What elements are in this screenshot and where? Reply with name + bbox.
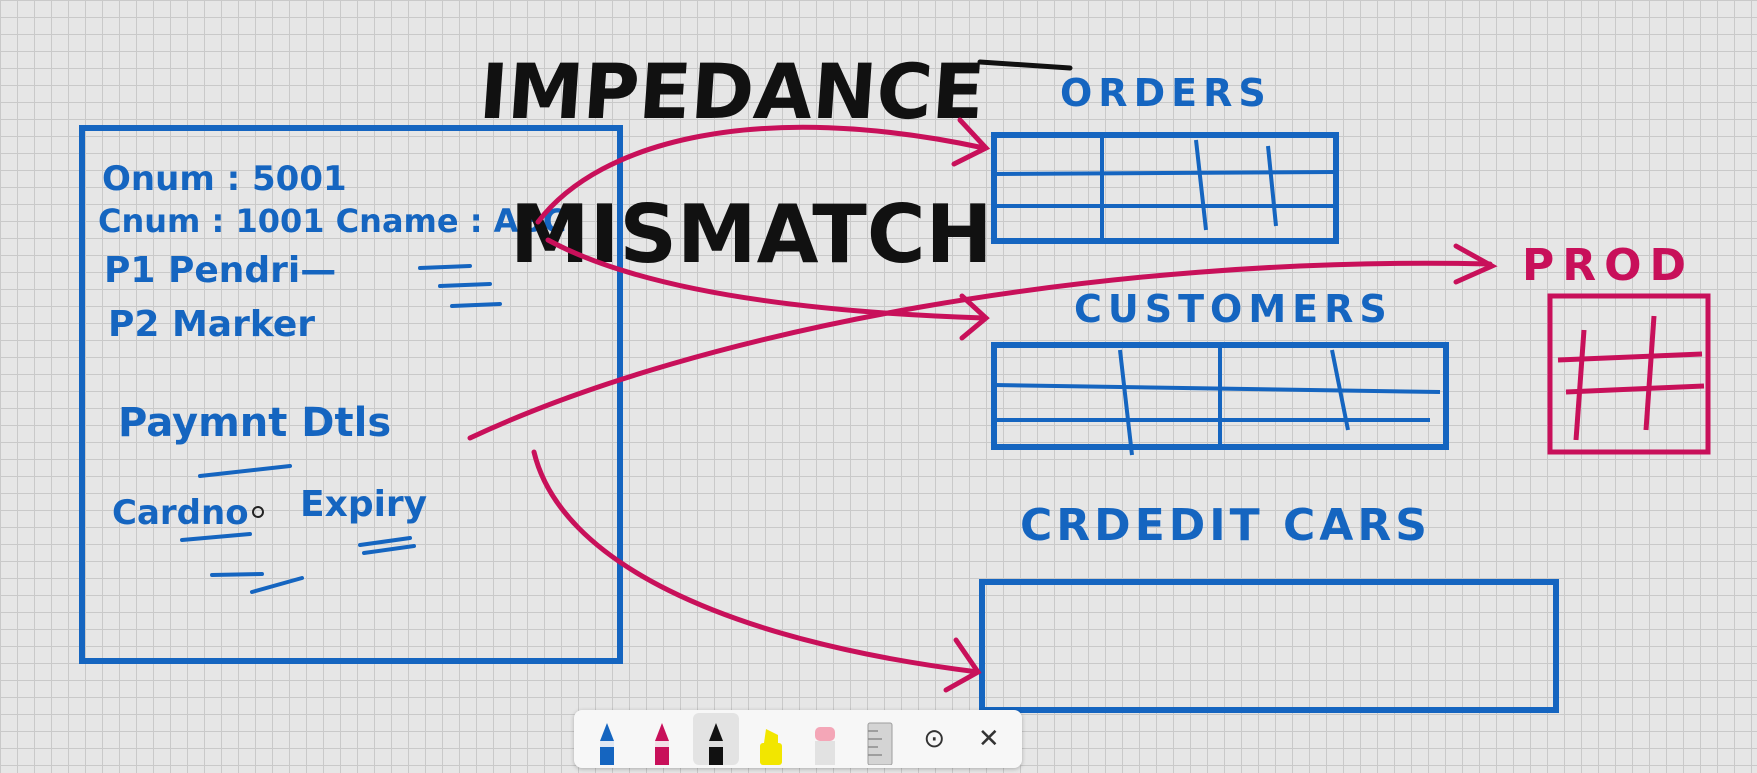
eraser-tool[interactable]	[802, 713, 848, 765]
black-pen-icon	[709, 723, 724, 765]
mapping-arrows	[467, 117, 1498, 693]
customers-table	[991, 342, 1449, 456]
magenta-pen-tool[interactable]	[639, 713, 685, 765]
blue-pen-tool[interactable]	[584, 713, 630, 765]
lasso-icon: ⊙	[923, 724, 946, 754]
credit-cards-label: CRDEDIT CARS	[1020, 500, 1431, 551]
close-icon: ✕	[977, 724, 1000, 754]
prod-table	[1547, 293, 1711, 455]
ruler-tool[interactable]	[857, 713, 903, 765]
lasso-select-tool[interactable]: ⊙	[911, 713, 957, 765]
yellow-highlighter-tool[interactable]	[748, 713, 794, 765]
arrow-to-customers	[545, 237, 987, 321]
ruler-icon	[867, 722, 893, 765]
customers-label: CUSTOMERS	[1074, 287, 1393, 331]
arrow-to-orders	[535, 124, 987, 225]
customer-text: Cnum : 1001 Cname : ABC	[98, 202, 566, 240]
product-line-1: P1 Pendri—	[104, 250, 336, 291]
eraser-icon	[815, 727, 836, 765]
order-form-box	[79, 125, 623, 664]
payment-details-text: Paymnt Dtls	[118, 400, 391, 446]
expiry-text: Expiry	[300, 484, 427, 525]
highlighter-icon	[759, 729, 782, 765]
close-toolbar[interactable]: ✕	[966, 713, 1012, 765]
arrow-to-prod	[467, 260, 1493, 441]
cursor-dot	[252, 506, 264, 518]
orders-table	[991, 132, 1339, 244]
heading-mismatch: MISMATCH	[510, 188, 993, 281]
heading-impedance: IMPEDANCE	[476, 47, 987, 136]
credit-cards-table	[979, 579, 1559, 713]
card-number-text: Cardno	[112, 493, 249, 533]
arrow-to-credit-cards	[531, 449, 981, 675]
blue-pen-icon	[600, 723, 615, 765]
prod-label: PROD	[1522, 240, 1694, 291]
black-pen-tool[interactable]	[693, 713, 740, 765]
heading-underline	[977, 59, 1073, 71]
product-line-2: P2 Marker	[108, 304, 315, 345]
order-number-text: Onum : 5001	[102, 159, 347, 199]
magenta-pen-icon	[654, 723, 669, 765]
pen-toolbar: ⊙ ✕	[574, 710, 1022, 768]
orders-label: ORDERS	[1060, 71, 1272, 115]
form-scribbles	[180, 264, 502, 594]
